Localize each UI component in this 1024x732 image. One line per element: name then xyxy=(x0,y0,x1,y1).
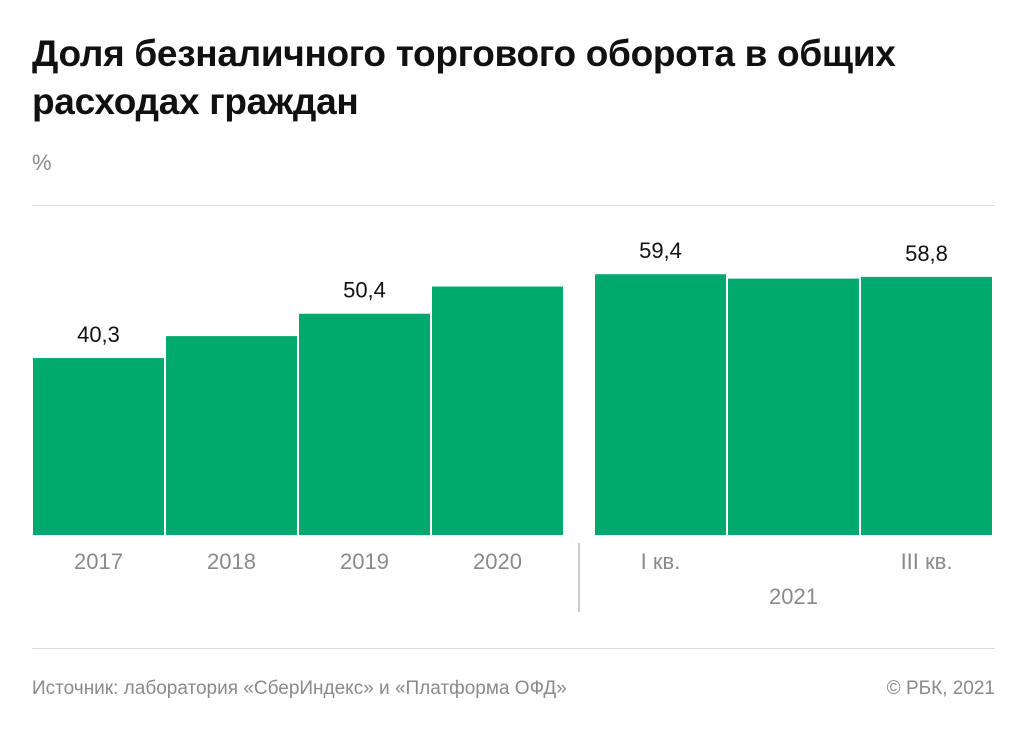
chart-title: Доля безналичного торгового оборота в об… xyxy=(32,33,896,122)
bar-1 xyxy=(33,358,164,535)
bottom-divider xyxy=(32,648,995,649)
group-label-2021: 2021 xyxy=(769,584,818,609)
bar-4 xyxy=(432,286,563,535)
data-label-3: 50,4 xyxy=(343,278,386,303)
tick-label-3: 2019 xyxy=(340,549,389,574)
tick-label-7: III кв. xyxy=(901,549,953,574)
tick-label-1: 2017 xyxy=(74,549,123,574)
tick-label-2: 2018 xyxy=(207,549,256,574)
copyright: © РБК, 2021 xyxy=(886,678,995,699)
data-label-1: 40,3 xyxy=(77,322,120,347)
tick-label-5: I кв. xyxy=(641,549,681,574)
data-label-5: 59,4 xyxy=(639,238,682,263)
tick-label-4: 2020 xyxy=(473,549,522,574)
source-note: Источник: лаборатория «СберИндекс» и «Пл… xyxy=(32,678,567,699)
bar-5 xyxy=(595,274,726,535)
bar-7 xyxy=(861,276,992,535)
bar-chart: 40,3 2017 2018 50,4 2019 2020 59,4 I кв. 58,8 III… xyxy=(33,238,992,612)
top-divider xyxy=(32,205,995,206)
bar-3 xyxy=(299,313,430,535)
unit-label: % xyxy=(32,150,52,175)
data-label-7: 58,8 xyxy=(905,241,948,266)
bar-2 xyxy=(166,336,297,535)
bar-6 xyxy=(728,278,859,535)
